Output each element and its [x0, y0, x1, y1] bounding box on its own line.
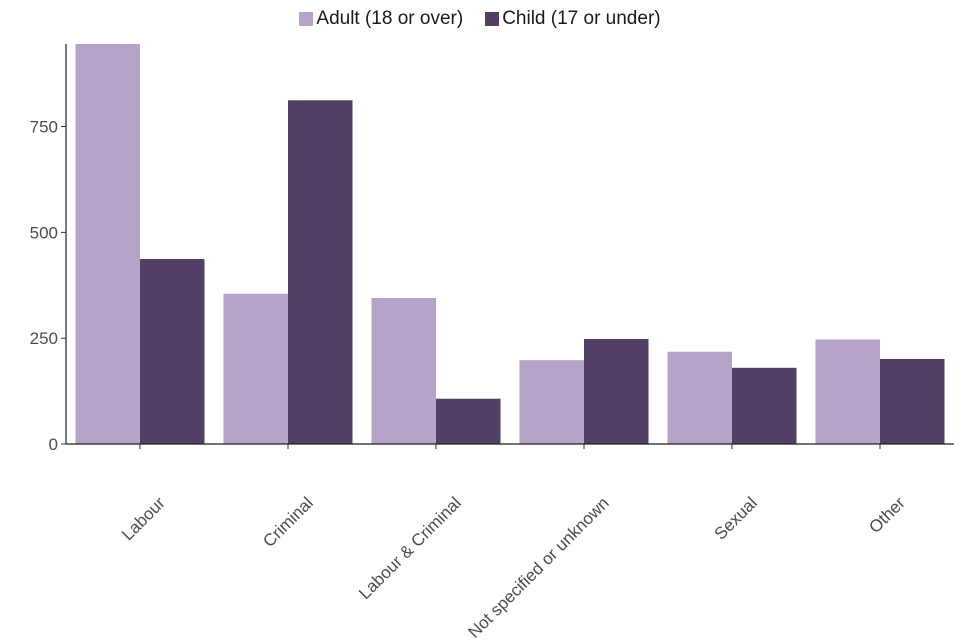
x-tick-label-labour: Labour — [118, 493, 169, 544]
x-tick-label-other: Other — [865, 493, 909, 537]
bar-labour-and-criminal-adult — [371, 297, 436, 444]
y-tick-label-750: 750 — [30, 118, 58, 137]
legend-item-adult: Adult (18 or over) — [299, 8, 463, 30]
x-tick-label-labour-and-criminal: Labour & Criminal — [355, 493, 465, 603]
x-tick-label-not-specified-or-unknown: Not specified or unknown — [464, 493, 612, 640]
bar-sexual-adult — [667, 351, 732, 444]
x-tick-label-sexual: Sexual — [711, 493, 761, 543]
bar-sexual-child — [732, 367, 797, 444]
bar-other-child — [880, 358, 945, 444]
bar-criminal-adult — [223, 293, 288, 444]
bar-not-specified-or-unknown-child — [584, 339, 649, 444]
bar-labour-child — [140, 259, 205, 444]
legend-item-child: Child (17 or under) — [485, 8, 661, 30]
legend-label-adult: Adult (18 or over) — [316, 8, 464, 29]
bar-not-specified-or-unknown-adult — [519, 360, 584, 444]
legend-swatch-child — [485, 12, 500, 26]
legend: Adult (18 or over) Child (17 or under) — [0, 8, 960, 30]
y-tick-label-500: 500 — [30, 223, 58, 242]
bar-other-adult — [815, 339, 880, 444]
x-tick-label-criminal: Criminal — [259, 493, 317, 551]
bar-labour-adult — [75, 44, 140, 444]
bar-criminal-child — [288, 100, 353, 444]
y-tick-label-250: 250 — [30, 329, 58, 348]
bar-labour-and-criminal-child — [436, 398, 501, 444]
y-tick-label-0: 0 — [49, 435, 58, 454]
legend-swatch-adult — [299, 12, 314, 26]
legend-label-child: Child (17 or under) — [502, 8, 661, 29]
bars-layer — [75, 44, 945, 444]
